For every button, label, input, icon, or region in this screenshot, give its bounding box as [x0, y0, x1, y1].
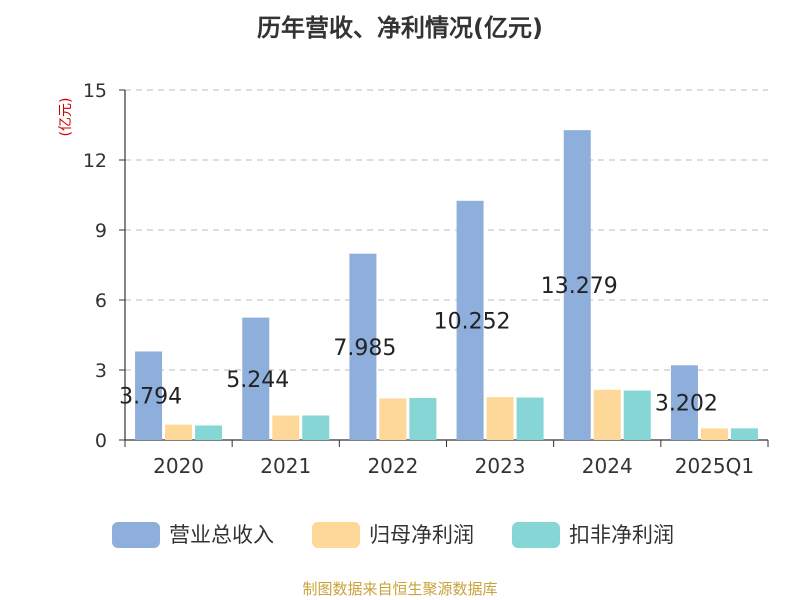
data-source-note: 制图数据来自恒生聚源数据库	[302, 580, 498, 598]
x-category-label: 2023	[475, 454, 526, 478]
legend-swatch	[312, 522, 360, 548]
bar	[486, 397, 514, 440]
bar	[302, 415, 330, 440]
bar	[593, 389, 621, 440]
x-category-label: 2022	[367, 454, 418, 478]
bar	[135, 351, 163, 440]
y-tick-label: 6	[95, 290, 107, 312]
bar	[242, 317, 270, 440]
chart-title: 历年营收、净利情况(亿元)	[257, 14, 543, 42]
data-label: 3.202	[655, 392, 718, 417]
bar	[349, 253, 377, 440]
bar	[516, 397, 544, 440]
bar	[379, 398, 407, 440]
y-axis-unit-label: (亿元)	[58, 98, 74, 137]
axis-layer: 0 3 6 9 12 15 (亿元) 2020 2021 2022 2023 2024 2025Q1	[58, 80, 769, 478]
legend-label: 归母净利润	[369, 523, 474, 547]
bar	[195, 425, 223, 440]
legend-item: 营业总收入	[112, 522, 274, 548]
bar	[409, 398, 437, 440]
legend-item: 扣非净利润	[512, 522, 674, 548]
data-label: 5.244	[226, 368, 289, 393]
bar-layer	[135, 130, 758, 440]
bar	[730, 428, 758, 440]
y-tick-label: 9	[95, 220, 107, 242]
bar	[165, 424, 193, 440]
legend: 营业总收入 归母净利润 扣非净利润	[112, 522, 674, 548]
grid-layer	[125, 89, 768, 371]
legend-label: 扣非净利润	[569, 523, 674, 547]
legend-swatch	[112, 522, 160, 548]
bar	[700, 428, 728, 440]
data-label: 13.279	[541, 274, 618, 299]
data-label: 3.794	[119, 385, 182, 410]
bar	[563, 130, 591, 440]
y-tick-label: 3	[95, 360, 107, 382]
x-category-label: 2024	[582, 454, 633, 478]
y-tick-label: 0	[95, 430, 107, 452]
bar	[670, 365, 698, 440]
data-label-layer: 3.794 5.244 7.985 10.252 13.279 3.202	[119, 274, 718, 417]
legend-swatch	[512, 522, 560, 548]
x-category-label: 2025Q1	[675, 454, 754, 478]
bar	[272, 415, 300, 440]
legend-label: 营业总收入	[169, 523, 274, 547]
x-category-label: 2020	[153, 454, 204, 478]
bar	[456, 200, 484, 440]
bar	[623, 390, 651, 440]
legend-item: 归母净利润	[312, 522, 474, 548]
y-tick-label: 15	[83, 80, 107, 102]
data-label: 10.252	[434, 309, 511, 334]
x-category-label: 2021	[260, 454, 311, 478]
y-tick-label: 12	[83, 150, 107, 172]
data-label: 7.985	[333, 336, 396, 361]
